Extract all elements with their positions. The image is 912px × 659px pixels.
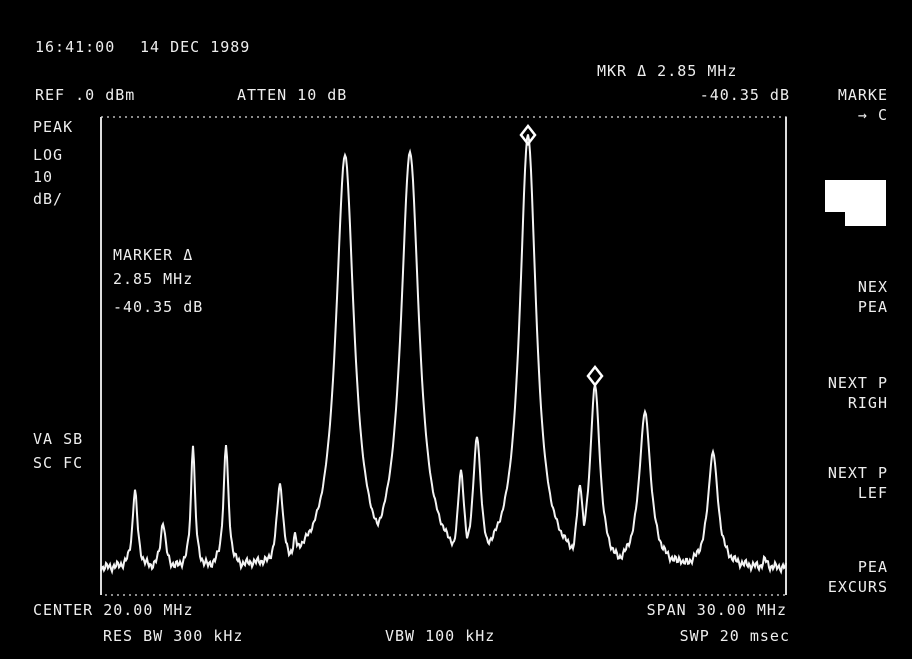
span: SPAN 30.00 MHz <box>647 601 787 619</box>
scale-unit: dB/ <box>33 190 63 208</box>
annotation-title: MARKER Δ <box>113 246 193 264</box>
sc: SC FC <box>33 454 83 472</box>
annotation-freq: 2.85 MHz <box>113 270 193 288</box>
softkey-label[interactable]: NEX <box>858 278 888 296</box>
softkey-label[interactable]: → C <box>858 106 888 124</box>
scale-value: 10 <box>33 168 53 186</box>
softkey-label[interactable]: NEXT P <box>828 464 888 482</box>
softkey-label[interactable]: NEXT P <box>828 374 888 392</box>
sweep: SWP 20 msec <box>680 627 790 645</box>
delta-marker-diamond <box>586 364 604 388</box>
annotation-level: -40.35 dB <box>113 298 203 316</box>
ref-level: REF .0 dBm <box>35 86 135 104</box>
vbw: VBW 100 kHz <box>385 627 495 645</box>
marker-readout: MKR Δ 2.85 MHz <box>597 62 737 80</box>
va: VA SB <box>33 430 83 448</box>
softkey-indicator <box>825 180 886 226</box>
softkey-label[interactable]: EXCURS <box>828 578 888 596</box>
softkey-label[interactable]: LEF <box>858 484 888 502</box>
attenuation: ATTEN 10 dB <box>237 86 347 104</box>
marker-level: -40.35 dB <box>700 86 790 104</box>
date: 14 DEC 1989 <box>140 38 250 56</box>
marker-diamond <box>519 123 537 147</box>
scale: LOG <box>33 146 63 164</box>
res-bw: RES BW 300 kHz <box>103 627 243 645</box>
time: 16:41:00 <box>35 38 115 56</box>
softkey-label[interactable]: PEA <box>858 298 888 316</box>
softkey-label[interactable]: MARKE <box>838 86 888 104</box>
softkey-label[interactable]: RIGH <box>848 394 888 412</box>
softkey-column: MARKE → C NEX PEA NEXT P RIGH NEXT P LEF PEA EXCU… <box>828 86 888 596</box>
trace <box>100 134 787 576</box>
softkey-label[interactable]: PEA <box>858 558 888 576</box>
center-freq: CENTER 20.00 MHz <box>33 601 194 619</box>
detector: PEAK <box>33 118 73 136</box>
